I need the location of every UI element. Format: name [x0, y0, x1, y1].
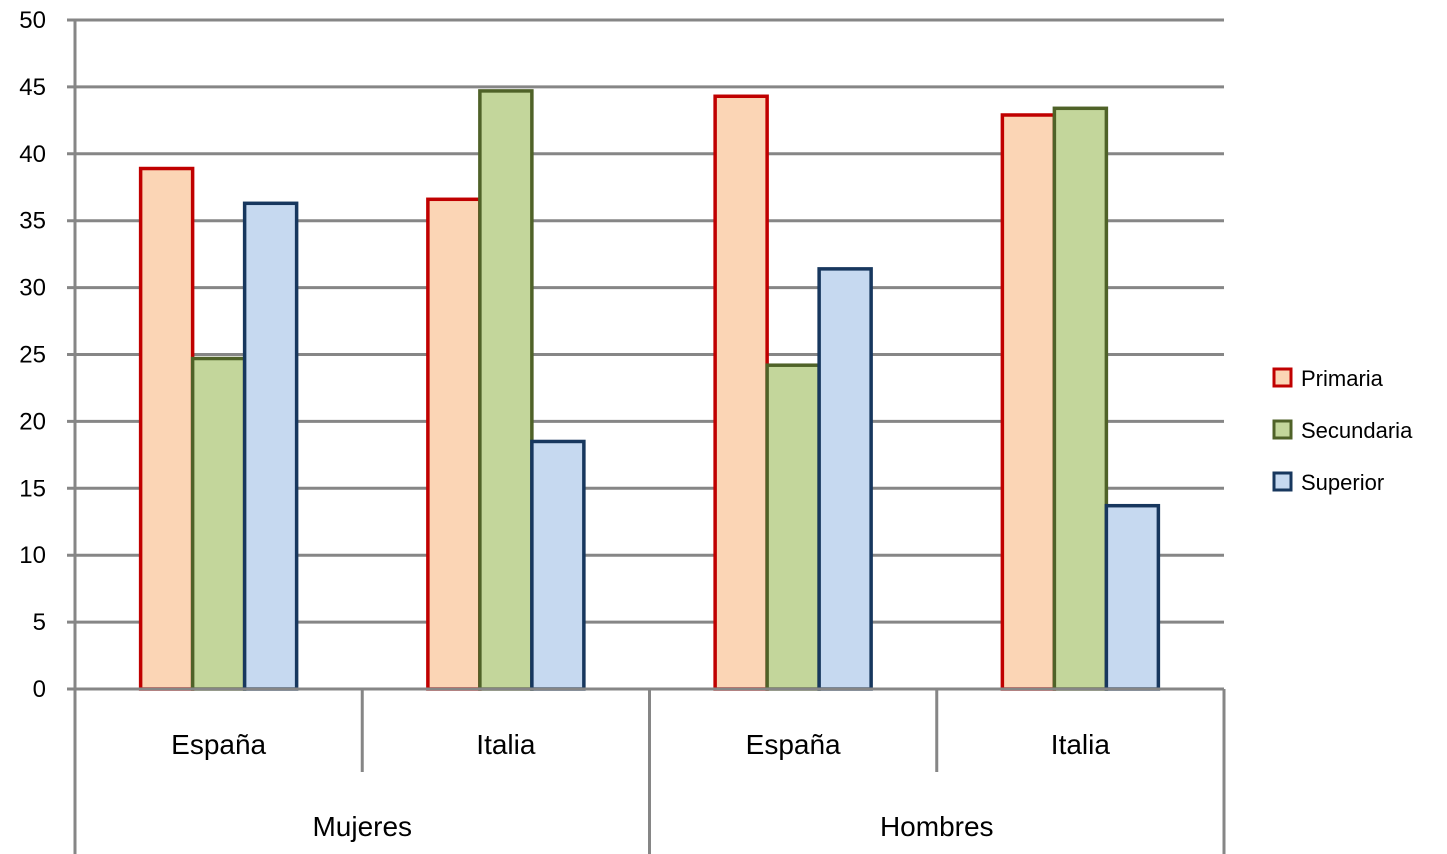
- axes: 0 5 10 15 20 25 30 35 40 45 50 España Italia España It…: [19, 7, 1226, 854]
- x-group-label: Hombres: [880, 811, 994, 842]
- bar-primaria: [1000, 113, 1057, 691]
- bar-secundaria: [765, 363, 821, 691]
- legend-label-primaria: Primaria: [1301, 366, 1384, 391]
- x-category-label: Italia: [476, 729, 536, 760]
- y-tick-label: 40: [19, 141, 46, 168]
- bar-primaria: [426, 197, 482, 691]
- legend: Primaria Secundaria Superior: [1272, 366, 1413, 495]
- y-tick-label: 50: [19, 7, 46, 34]
- bar-superior: [1104, 503, 1161, 691]
- legend-swatch-superior: [1272, 471, 1293, 492]
- legend-label-superior: Superior: [1301, 470, 1384, 495]
- x-group-label: Mujeres: [312, 811, 412, 842]
- y-tick-label: 35: [19, 208, 46, 235]
- bar-superior: [817, 267, 873, 691]
- legend-label-secundaria: Secundaria: [1301, 418, 1413, 443]
- bars: [138, 89, 1161, 691]
- bar-secundaria: [1052, 106, 1109, 691]
- y-tick-label: 5: [33, 609, 46, 636]
- bar-superior: [242, 201, 299, 691]
- bar-primaria: [713, 94, 769, 691]
- bar-secundaria: [478, 89, 534, 691]
- bar-secundaria: [190, 356, 247, 691]
- y-tick-label: 45: [19, 74, 46, 101]
- y-tick-label: 10: [19, 542, 46, 569]
- y-tick-label: 25: [19, 342, 46, 369]
- y-tick-label: 30: [19, 275, 46, 302]
- y-tick-label: 15: [19, 475, 46, 502]
- x-category-label: Italia: [1051, 729, 1111, 760]
- legend-swatch-primaria: [1272, 367, 1293, 388]
- bar-primaria: [138, 166, 195, 691]
- bar-superior: [530, 439, 586, 691]
- y-tick-label: 0: [33, 676, 46, 703]
- y-tick-label: 20: [19, 408, 46, 435]
- x-category-label: España: [746, 729, 841, 760]
- x-category-label: España: [171, 729, 266, 760]
- legend-swatch-secundaria: [1272, 419, 1293, 440]
